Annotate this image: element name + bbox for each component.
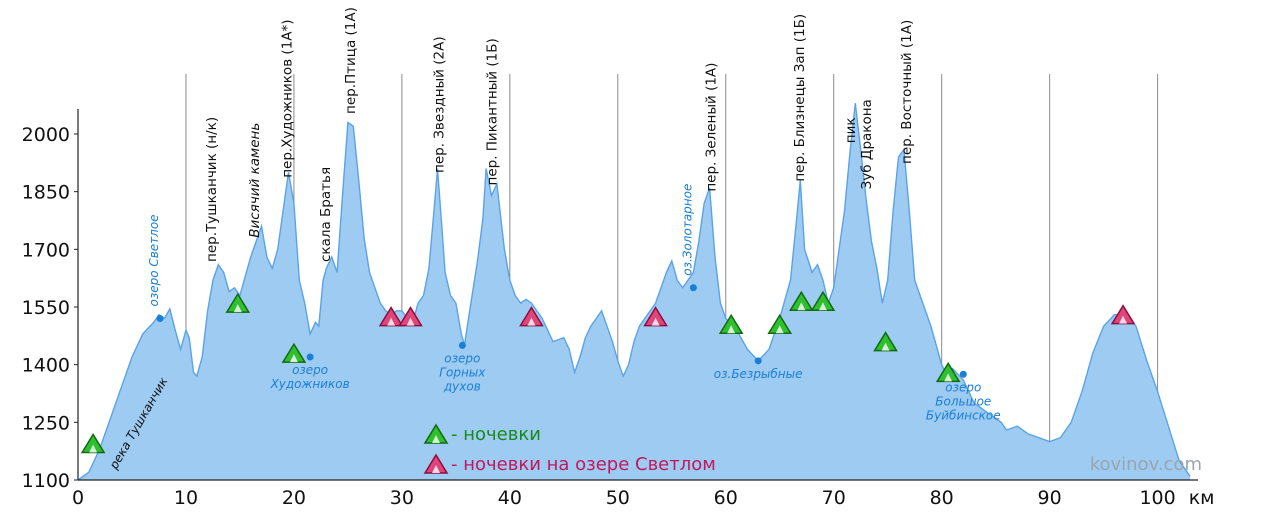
camp-marker-green <box>281 342 307 363</box>
camp-marker-magenta <box>378 306 404 327</box>
lake-label: оз.Безрыбные <box>714 367 803 381</box>
x-tick-label: 10 <box>174 487 198 509</box>
pass-label: пер. Близнецы Зап (1Б) <box>792 14 808 182</box>
camp-markers <box>80 290 1136 454</box>
camp-marker-magenta <box>519 306 544 327</box>
x-tick-label: 0 <box>72 487 84 509</box>
pass-label: пер. Пикантный (1Б) <box>484 38 500 185</box>
camp-marker-green <box>935 361 961 383</box>
lake-dot <box>689 284 697 292</box>
camp-marker-magenta <box>643 306 668 327</box>
y-tick-label: 1700 <box>22 239 70 261</box>
camp-marker-green <box>810 290 836 311</box>
y-tick-label: 1400 <box>22 355 70 377</box>
x-axis-ticks: 0 10 20 30 40 50 60 70 80 90 100 км <box>72 487 1215 509</box>
camp-marker-magenta <box>1110 304 1136 325</box>
pass-label: пик <box>843 117 859 143</box>
elevation-fill <box>78 103 1190 480</box>
lake-label: озеро Светлое <box>147 214 161 306</box>
x-tick-label: 30 <box>390 487 414 509</box>
elevation-line <box>77 103 1191 481</box>
lake-labels: озеро СветлоеозероХудожниковозероГорныхд… <box>147 184 1001 423</box>
lake-label: оз.Золотарное <box>680 184 694 276</box>
x-tick-label: 80 <box>930 487 954 509</box>
camp-marker-green <box>80 433 106 454</box>
lake-dot <box>306 353 314 361</box>
lake-label: озеро <box>292 363 328 377</box>
lake-label: озеро <box>945 380 981 394</box>
pass-label: Висячий камень <box>247 123 263 238</box>
camp-marker-green <box>767 313 793 335</box>
camp-marker-green <box>225 292 251 313</box>
x-tick-label: 60 <box>714 487 738 509</box>
pass-label: пер.Птица (1А) <box>343 7 359 114</box>
lake-label: духов <box>443 379 481 393</box>
x-tick-label: 70 <box>822 487 846 509</box>
legend-entry: - ночевки на озере Светлом <box>423 453 716 475</box>
elevation-area <box>77 103 1191 481</box>
pass-label: пер.Тушканчик (н/к) <box>204 117 220 262</box>
lake-label: Буйбинское <box>926 408 1001 422</box>
lake-label: Художников <box>270 377 350 391</box>
y-tick-label: 1850 <box>22 182 70 204</box>
lake-label: озеро <box>444 351 480 365</box>
x-tick-label: 100 <box>1139 487 1175 509</box>
lake-label: Большое <box>935 394 991 408</box>
legend: - ночевки - ночевки на озере Светлом <box>423 423 716 475</box>
pass-labels: пер.Тушканчик (н/к) Висячий камень пер.Худ… <box>106 7 915 472</box>
pass-label: пер. Восточный (1А) <box>899 20 915 164</box>
pass-label: Зуб Дракона <box>859 99 875 189</box>
lake-dot <box>458 341 466 349</box>
y-tick-label: 2000 <box>22 124 70 146</box>
axes <box>77 109 1198 481</box>
lake-dot <box>754 357 762 365</box>
lake-label: Горных <box>439 365 486 379</box>
x-tick-label: 90 <box>1038 487 1062 509</box>
camp-marker-green <box>718 313 744 335</box>
x-unit-label: км <box>1189 487 1215 509</box>
camp-marker-green <box>789 290 814 311</box>
lake-dot <box>156 315 164 323</box>
legend-label: - ночевки на озере Светлом <box>451 454 716 475</box>
x-tick-label: 50 <box>606 487 630 509</box>
camp-marker-magenta <box>398 306 423 327</box>
y-axis-ticks: 1100 1250 1400 1550 1700 1850 2000 <box>22 124 78 492</box>
pass-label: скала Братья <box>318 167 334 262</box>
camp-marker-green <box>873 331 898 352</box>
y-tick-label: 1550 <box>22 297 70 319</box>
watermark: kovinov.com <box>1090 454 1202 475</box>
pass-label: пер.Художников (1А*) <box>279 19 295 177</box>
pass-label: пер. Зеленый (1А) <box>704 63 720 192</box>
legend-entry: - ночевки <box>423 423 541 445</box>
x-tick-label: 20 <box>282 487 306 509</box>
y-tick-label: 1100 <box>22 470 70 492</box>
pass-label: пер. Звездный (2А) <box>432 36 448 173</box>
x-tick-label: 40 <box>498 487 522 509</box>
y-tick-label: 1250 <box>22 412 70 434</box>
legend-label: - ночевки <box>451 424 541 445</box>
lake-dot <box>959 370 967 378</box>
